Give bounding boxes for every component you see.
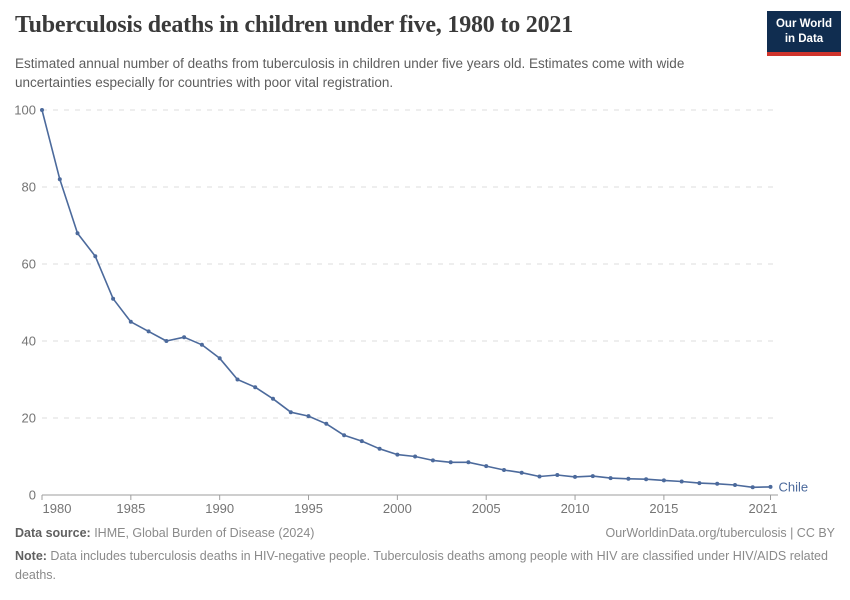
note-text: Data includes tuberculosis deaths in HIV… (15, 549, 828, 582)
line-chart-canvas: 0 20 40 60 80 100 1980 1985 1990 1995 2000 2005 2010… (14, 103, 809, 517)
svg-text:100: 100 (14, 103, 36, 118)
owid-logo-line1: Our World (775, 18, 832, 30)
page-title: Tuberculosis deaths in children under fi… (15, 12, 574, 38)
svg-text:0: 0 (29, 488, 36, 503)
data-source: Data source: IHME, Global Burden of Dise… (15, 526, 314, 540)
y-gridlines (42, 109, 778, 496)
svg-text:20: 20 (22, 411, 36, 426)
svg-text:1985: 1985 (116, 501, 145, 516)
svg-text:2015: 2015 (649, 501, 678, 516)
chart-footer: Data source: IHME, Global Burden of Dise… (15, 526, 835, 585)
svg-text:1995: 1995 (294, 501, 323, 516)
svg-text:2000: 2000 (383, 501, 412, 516)
svg-text:1990: 1990 (205, 501, 234, 516)
svg-text:60: 60 (22, 257, 36, 272)
x-axis: 1980 1985 1990 1995 2000 2005 2010 2015 2021 (41, 495, 778, 516)
chart-note: Note: Data includes tuberculosis deaths … (15, 547, 835, 585)
svg-text:2005: 2005 (472, 501, 501, 516)
svg-text:40: 40 (22, 334, 36, 349)
y-axis-labels: 0 20 40 60 80 100 (14, 103, 36, 503)
chile-trend-line[interactable] (41, 109, 771, 489)
series-label-chile[interactable]: Chile (779, 479, 809, 494)
svg-text:80: 80 (22, 180, 36, 195)
svg-text:1980: 1980 (43, 501, 72, 516)
note-label: Note: (15, 549, 47, 563)
credit-link[interactable]: OurWorldinData.org/tuberculosis | CC BY (605, 526, 836, 540)
svg-text:2021: 2021 (749, 501, 778, 516)
svg-text:2010: 2010 (561, 501, 590, 516)
owid-logo[interactable]: Our World in Data (767, 11, 841, 56)
data-points[interactable] (40, 108, 773, 490)
chart-subtitle: Estimated annual number of deaths from t… (15, 56, 685, 91)
data-source-text: IHME, Global Burden of Disease (2024) (90, 526, 315, 540)
data-source-label: Data source: (15, 526, 91, 540)
owid-logo-line2: in Data (784, 32, 824, 45)
